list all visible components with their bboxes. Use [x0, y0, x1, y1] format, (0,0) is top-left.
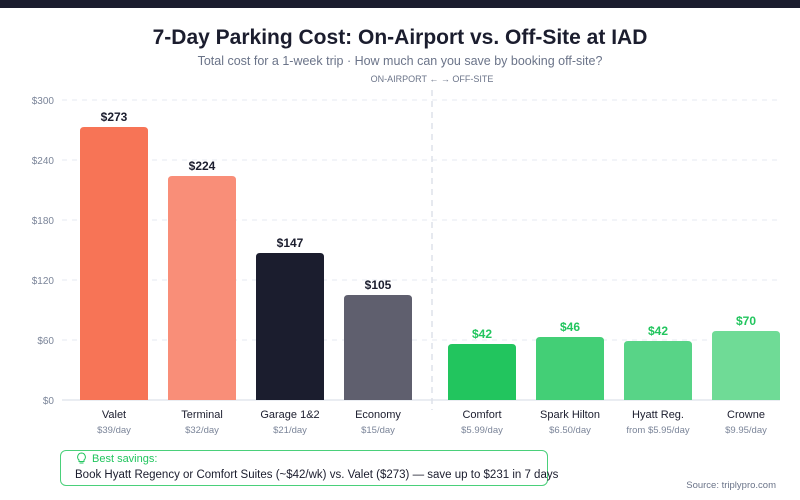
top-bar — [0, 0, 800, 8]
callout-heading: Best savings: — [76, 452, 157, 465]
value-label: $224 — [189, 159, 216, 173]
daily-rate-label: $32/day — [185, 425, 219, 436]
bars — [80, 127, 780, 400]
bar-spark-hilton — [536, 337, 604, 400]
category-label: Economy — [355, 409, 401, 421]
bar-crowne — [712, 331, 780, 400]
y-tick-label: $120 — [32, 276, 55, 287]
value-label: $46 — [560, 320, 580, 334]
category-label: Garage 1&2 — [260, 409, 319, 421]
y-tick-label: $60 — [37, 336, 54, 347]
category-label: Spark Hilton — [540, 409, 600, 421]
value-label: $147 — [277, 236, 304, 250]
source-credit: Source: triplypro.com — [686, 480, 776, 491]
value-label: $42 — [648, 324, 668, 338]
category-label: Terminal — [181, 409, 223, 421]
daily-rate-label: $39/day — [97, 425, 131, 436]
value-label: $42 — [472, 327, 492, 341]
bar-garage-1-2 — [256, 253, 324, 400]
category-label: Comfort — [462, 409, 501, 421]
daily-rate-label: $9.95/day — [725, 425, 767, 436]
value-label: $105 — [365, 278, 392, 292]
labels: $273 Valet $39/day $224 Terminal $32/day $147 G… — [97, 110, 767, 436]
daily-rate-label: $5.99/day — [461, 425, 503, 436]
bar-comfort — [448, 344, 516, 400]
bar-hyatt-reg- — [624, 341, 692, 400]
y-tick-label: $0 — [43, 396, 55, 407]
daily-rate-label: from $5.95/day — [626, 425, 690, 436]
category-label: Hyatt Reg. — [632, 409, 684, 421]
chart-title: 7-Day Parking Cost: On-Airport vs. Off-S… — [152, 26, 648, 49]
segment-label: ON-AIRPORT ← → OFF-SITE — [370, 74, 494, 84]
daily-rate-label: $21/day — [273, 425, 307, 436]
daily-rate-label: $15/day — [361, 425, 395, 436]
y-axis-ticks: $0 $60 $120 $180 $240 $300 — [32, 96, 55, 407]
callout-heading-text: Best savings: — [92, 452, 158, 465]
y-tick-label: $240 — [32, 156, 55, 167]
savings-callout — [60, 450, 548, 486]
bar-valet — [80, 127, 148, 400]
callout-body: Book Hyatt Regency or Comfort Suites (~$… — [75, 469, 559, 481]
category-label: Valet — [102, 409, 126, 421]
bar-economy — [344, 295, 412, 400]
daily-rate-label: $6.50/day — [549, 425, 591, 436]
bar-terminal — [168, 176, 236, 400]
value-label: $273 — [101, 110, 128, 124]
y-tick-label: $300 — [32, 96, 55, 107]
category-label: Crowne — [727, 409, 765, 421]
lightbulb-icon — [77, 452, 86, 464]
chart-subtitle: Total cost for a 1-week trip · How much … — [197, 54, 603, 68]
value-label: $70 — [736, 314, 756, 328]
y-tick-label: $180 — [32, 216, 55, 227]
bar-chart: $0$60$120$180$240$300 $273Valet$39/day$2… — [32, 90, 780, 436]
